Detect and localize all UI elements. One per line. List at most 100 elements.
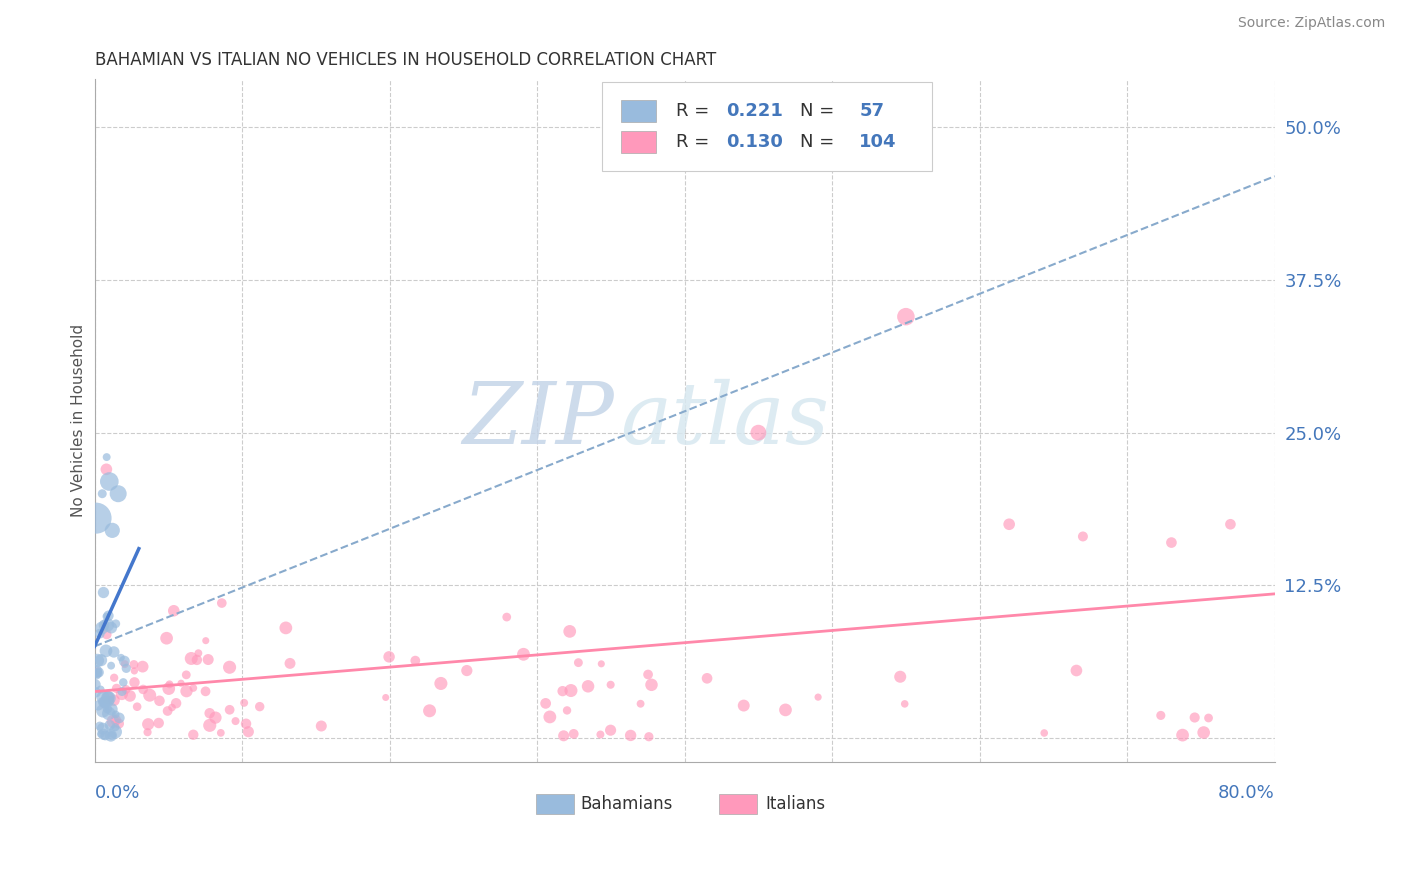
Text: 0.130: 0.130 [725, 133, 783, 151]
Point [163, 604, 186, 618]
Point [124, 664, 146, 678]
Point [198, 718, 221, 732]
Text: 104: 104 [859, 133, 897, 151]
Point [589, 727, 612, 741]
Point [170, 676, 193, 690]
Point [90, 727, 112, 741]
Point [96, 618, 118, 632]
Point [114, 657, 136, 672]
Point [90, 621, 112, 635]
Point [807, 690, 830, 705]
Point [112, 675, 135, 690]
Point [84, 685, 107, 699]
Text: ZIP: ZIP [463, 379, 614, 462]
Point [637, 667, 659, 681]
Point [93, 585, 115, 599]
Text: atlas: atlas [620, 379, 830, 462]
Point [94, 695, 117, 709]
Point [93, 727, 115, 741]
Point [104, 616, 127, 631]
Point [562, 727, 585, 741]
Point [111, 684, 134, 698]
Point [110, 650, 132, 665]
Point [1160, 535, 1182, 549]
Point [534, 697, 557, 711]
Point [101, 524, 124, 538]
Point [274, 621, 297, 635]
Point [148, 716, 170, 731]
Point [100, 702, 122, 716]
Point [96, 627, 118, 641]
Point [495, 610, 517, 624]
Point [894, 310, 917, 324]
Point [553, 729, 575, 743]
Point [93, 694, 115, 708]
Point [893, 697, 915, 711]
Point [90, 653, 112, 667]
Point [599, 723, 621, 738]
Point [97, 608, 120, 623]
Text: R =: R = [676, 133, 716, 151]
Point [620, 728, 643, 742]
Point [97, 706, 120, 721]
Point [89, 682, 111, 697]
Point [104, 720, 127, 734]
Point [558, 624, 581, 639]
Point [107, 487, 129, 501]
Point [136, 717, 159, 731]
Y-axis label: No Vehicles in Household: No Vehicles in Household [72, 324, 86, 517]
Point [100, 621, 122, 635]
Point [1066, 664, 1088, 678]
Text: N =: N = [800, 102, 841, 120]
Point [131, 659, 153, 673]
Point [599, 678, 621, 692]
Point [211, 596, 233, 610]
FancyBboxPatch shape [602, 82, 932, 171]
Point [104, 724, 127, 739]
Point [87, 666, 110, 681]
Point [100, 729, 122, 743]
Point [209, 726, 232, 740]
Point [96, 701, 118, 715]
Point [138, 688, 160, 702]
Text: 0.221: 0.221 [725, 102, 783, 120]
Text: 80.0%: 80.0% [1218, 784, 1275, 802]
Point [1033, 726, 1056, 740]
Point [638, 730, 661, 744]
Point [194, 684, 217, 698]
Text: BAHAMIAN VS ITALIAN NO VEHICLES IN HOUSEHOLD CORRELATION CHART: BAHAMIAN VS ITALIAN NO VEHICLES IN HOUSE… [94, 51, 716, 69]
Point [430, 676, 453, 690]
Point [233, 696, 256, 710]
FancyBboxPatch shape [621, 100, 657, 121]
Point [91, 690, 114, 705]
Point [378, 649, 401, 664]
Point [111, 687, 134, 701]
Point [148, 694, 170, 708]
Point [204, 711, 226, 725]
Point [156, 704, 179, 718]
Text: 0.0%: 0.0% [94, 784, 141, 802]
Point [157, 681, 180, 696]
Point [176, 684, 198, 698]
Point [100, 729, 122, 743]
Point [96, 450, 118, 464]
Point [165, 696, 187, 710]
Point [218, 703, 240, 717]
Point [998, 517, 1021, 532]
Point [1219, 517, 1241, 532]
Point [551, 684, 574, 698]
FancyBboxPatch shape [536, 794, 574, 814]
Point [103, 671, 125, 685]
Point [96, 609, 118, 624]
Point [97, 690, 120, 705]
Point [186, 653, 208, 667]
Point [560, 683, 582, 698]
Point [747, 425, 769, 440]
Point [591, 657, 613, 671]
Point [89, 719, 111, 733]
Point [225, 714, 247, 728]
Point [249, 699, 271, 714]
Text: Italians: Italians [765, 795, 825, 814]
Point [1071, 529, 1094, 543]
Point [86, 653, 108, 667]
